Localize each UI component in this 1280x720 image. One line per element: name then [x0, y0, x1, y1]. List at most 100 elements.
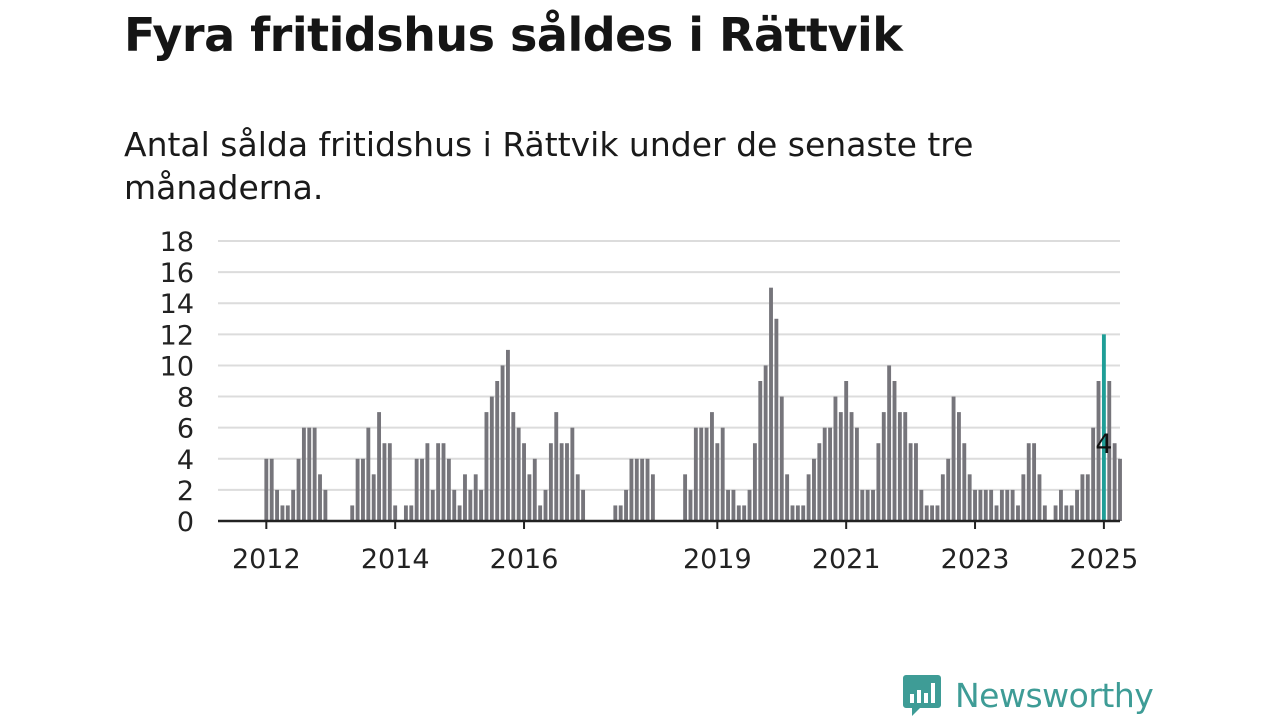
bar — [323, 489, 328, 521]
bar — [720, 427, 725, 521]
bar — [382, 443, 387, 521]
bar — [1037, 474, 1042, 521]
bar — [634, 458, 639, 521]
y-tick-label: 14 — [160, 289, 194, 320]
bar — [994, 505, 999, 521]
bar — [506, 349, 510, 521]
bar — [554, 412, 559, 521]
bar — [930, 505, 935, 521]
bar — [624, 489, 628, 521]
bar — [871, 489, 875, 521]
bar — [296, 458, 301, 521]
bar — [903, 412, 908, 521]
bars — [264, 287, 1122, 521]
bar — [430, 489, 435, 521]
bar — [693, 427, 698, 521]
bar — [978, 489, 983, 521]
brand-name: Newsworthy — [955, 675, 1154, 715]
bar — [318, 474, 322, 521]
y-tick-label: 6 — [177, 414, 194, 445]
bar — [275, 489, 279, 521]
bar — [812, 458, 816, 521]
bar — [650, 474, 655, 521]
bar — [436, 443, 441, 521]
bar — [817, 443, 822, 521]
bar — [452, 489, 457, 521]
bar — [919, 489, 924, 521]
bar — [291, 489, 296, 521]
bar — [715, 443, 720, 521]
bar — [538, 505, 543, 521]
bar — [940, 474, 945, 521]
bar — [790, 505, 795, 521]
bar — [769, 287, 773, 521]
bar — [645, 458, 650, 521]
bar — [774, 318, 779, 521]
bar — [699, 427, 704, 521]
y-tick-label: 0 — [177, 507, 194, 538]
bar — [559, 443, 564, 521]
bar — [1107, 381, 1112, 521]
bar — [838, 412, 843, 521]
bar — [350, 505, 355, 521]
bar — [629, 458, 634, 521]
bar — [285, 505, 290, 521]
bar — [736, 505, 741, 521]
bar — [468, 489, 473, 521]
bar — [892, 381, 897, 521]
bar — [833, 396, 838, 521]
x-tick-label: 2025 — [1070, 544, 1139, 575]
bar — [1112, 443, 1117, 521]
bar — [1080, 474, 1085, 521]
bar — [301, 427, 306, 521]
bar — [527, 474, 532, 521]
bar — [565, 443, 569, 521]
bar — [1096, 381, 1101, 521]
bar — [704, 427, 709, 521]
bar — [887, 365, 892, 521]
bar — [731, 489, 736, 521]
bar — [532, 458, 537, 521]
bar — [1021, 474, 1026, 521]
bar — [543, 489, 548, 521]
bar — [1053, 505, 1058, 521]
bar — [522, 443, 526, 521]
bar — [312, 427, 317, 521]
chart-title: Fyra fritidshus såldes i Rättvik — [124, 8, 903, 62]
bar — [548, 443, 553, 521]
bar — [785, 474, 790, 521]
bar — [387, 443, 392, 521]
y-tick-label: 16 — [160, 258, 194, 289]
gridlines — [218, 240, 1120, 491]
bar — [967, 474, 972, 521]
bar — [420, 458, 424, 521]
bar — [935, 505, 940, 521]
bar — [264, 458, 269, 521]
bar — [908, 443, 913, 521]
bar — [726, 489, 730, 521]
x-tick-label: 2021 — [812, 544, 881, 575]
bar — [957, 412, 961, 521]
highlight-value-label: 4 — [1095, 429, 1112, 460]
bar — [414, 458, 419, 521]
x-tick-label: 2012 — [232, 544, 301, 575]
bar — [425, 443, 430, 521]
bar-chart-speech-bubble-icon — [903, 675, 941, 716]
bar — [511, 412, 516, 521]
bar — [495, 381, 500, 521]
bar — [747, 489, 752, 521]
bar — [683, 474, 688, 521]
bar — [361, 458, 365, 521]
bar — [581, 489, 586, 521]
bar — [463, 474, 467, 521]
bar — [962, 443, 967, 521]
bar — [1075, 489, 1079, 521]
bar — [876, 443, 881, 521]
bar — [570, 427, 575, 521]
bar — [377, 412, 382, 521]
bar — [1032, 443, 1037, 521]
bar — [849, 412, 854, 521]
bar — [999, 489, 1004, 521]
